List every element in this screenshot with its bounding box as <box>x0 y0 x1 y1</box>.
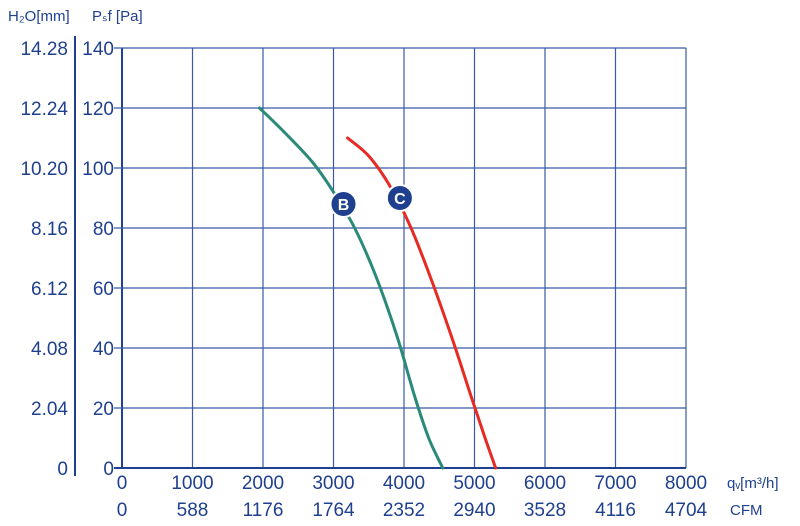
x-tick-cfm: 4704 <box>665 500 708 521</box>
x-axis-label-cfm: CFM <box>730 502 763 519</box>
grid <box>74 36 687 476</box>
x-tick-cfm: 4116 <box>595 500 636 521</box>
marker-circle <box>385 184 414 212</box>
tick-labels: 0 20 40 60 80 100 120 140 0 2.04 4.08 6.12 8.16 10.20… <box>20 39 707 521</box>
x-tick-cfm: 588 <box>177 500 209 521</box>
x-tick-flow: 0 <box>117 473 128 494</box>
x-tick-cfm: 2940 <box>453 500 495 521</box>
y-tick-mm: 2.04 <box>31 399 68 420</box>
series-layer <box>257 106 498 470</box>
x-tick-cfm: 1764 <box>312 500 355 521</box>
y-tick-mm: 8.16 <box>31 219 68 240</box>
x-tick-cfm: 2352 <box>383 500 425 521</box>
y-tick-mm: 6.12 <box>31 279 68 300</box>
x-tick-flow: 7000 <box>594 473 636 494</box>
x-tick-flow: 8000 <box>665 473 707 494</box>
y-tick-pa: 120 <box>82 99 114 120</box>
x-tick-cfm: 1176 <box>243 500 284 521</box>
x-tick-flow: 6000 <box>524 473 566 494</box>
y-right-axis-label: Pₛf [Pa] <box>92 8 143 25</box>
marker-circle <box>329 190 358 218</box>
x-tick-flow: 1000 <box>171 473 213 494</box>
x-axis-label-flow: qᵥ[m³/h] <box>727 475 779 492</box>
x-tick-flow: 2000 <box>242 473 284 494</box>
y-tick-mm: 0 <box>57 459 68 480</box>
y-left-axis-label: H₂O[mm] <box>8 8 70 25</box>
series-marker-b: B <box>329 190 358 218</box>
y-tick-pa: 40 <box>93 339 114 360</box>
x-tick-cfm: 0 <box>117 500 128 521</box>
y-tick-pa: 20 <box>93 399 114 420</box>
y-tick-mm: 14.28 <box>20 39 68 60</box>
y-tick-mm: 12.24 <box>20 99 68 120</box>
y-tick-pa: 140 <box>82 39 114 60</box>
series-line-b <box>257 106 445 470</box>
y-tick-pa: 100 <box>82 159 114 180</box>
x-tick-flow: 4000 <box>383 473 425 494</box>
y-tick-pa: 0 <box>103 459 114 480</box>
y-tick-mm: 10.20 <box>20 159 68 180</box>
y-tick-pa: 80 <box>93 219 114 240</box>
x-tick-flow: 5000 <box>453 473 495 494</box>
series-name-label: B <box>338 197 350 214</box>
series-name-label: C <box>394 191 406 208</box>
y-tick-pa: 60 <box>93 279 114 300</box>
y-tick-mm: 4.08 <box>31 339 68 360</box>
x-tick-cfm: 3528 <box>524 500 566 521</box>
x-tick-flow: 3000 <box>312 473 354 494</box>
series-line-c <box>346 136 498 470</box>
series-marker-c: C <box>385 184 414 212</box>
